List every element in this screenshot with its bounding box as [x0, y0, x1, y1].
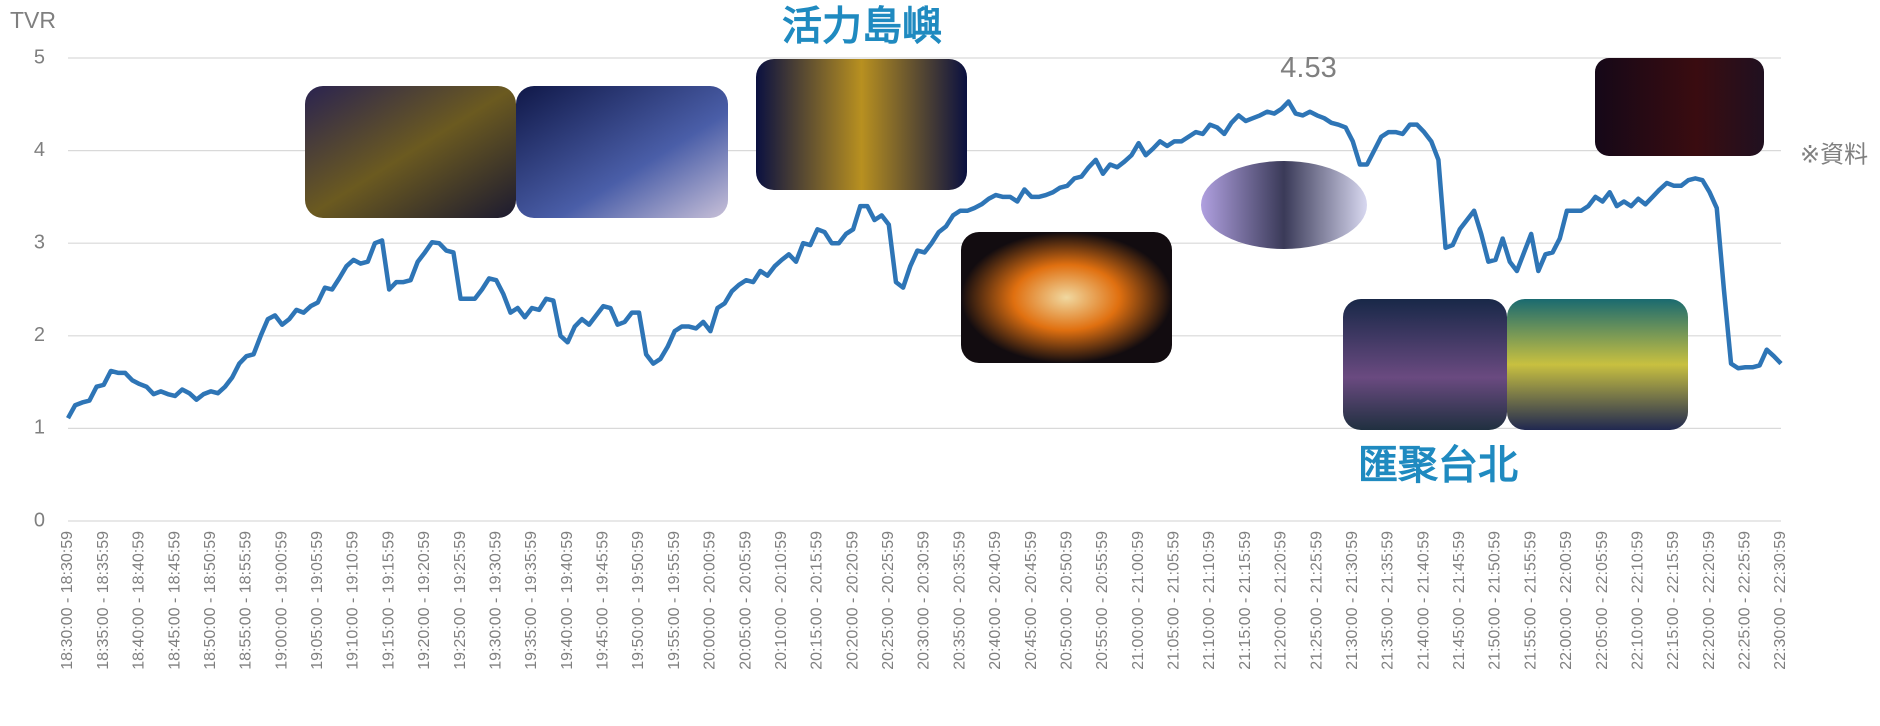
x-tick-label: 21:05:00 - 21:05:59: [1166, 531, 1183, 670]
annotation: 活力島嶼: [782, 5, 942, 49]
x-tick-label: 20:30:00 - 20:30:59: [916, 531, 933, 670]
x-tick-label: 21:20:00 - 21:20:59: [1273, 531, 1290, 670]
y-tick-label: 4: [34, 139, 45, 161]
x-tick-label: 20:05:00 - 20:05:59: [737, 531, 754, 670]
x-tick-label: 19:35:00 - 19:35:59: [523, 531, 540, 670]
x-tick-label: 19:40:00 - 19:40:59: [559, 531, 576, 670]
y-tick-label: 0: [34, 509, 45, 531]
x-tick-label: 20:55:00 - 20:55:59: [1094, 531, 1111, 670]
x-tick-label: 19:20:00 - 19:20:59: [416, 531, 433, 670]
x-tick-label: 18:35:00 - 18:35:59: [95, 531, 112, 670]
y-tick-label: 3: [34, 231, 45, 253]
y-tick-label: 1: [34, 417, 45, 439]
x-tick-label: 20:20:00 - 20:20:59: [844, 531, 861, 670]
x-tick-label: 21:10:00 - 21:10:59: [1201, 531, 1218, 670]
x-tick-label: 20:35:00 - 20:35:59: [951, 531, 968, 670]
annotation: 匯聚台北: [1358, 444, 1518, 488]
photo: [961, 232, 1172, 363]
x-tick-label: 21:15:00 - 21:15:59: [1237, 531, 1254, 670]
x-tick-label: 18:30:00 - 18:30:59: [59, 531, 76, 670]
x-tick-label: 18:50:00 - 18:50:59: [202, 531, 219, 670]
data-line: [66, 99, 1783, 420]
x-tick-label: 21:35:00 - 21:35:59: [1380, 531, 1397, 670]
x-tick-label: 20:45:00 - 20:45:59: [1023, 531, 1040, 670]
x-tick-label: 20:15:00 - 20:15:59: [809, 531, 826, 670]
y-axis-label: TVR: [10, 7, 56, 33]
x-tick-label: 21:55:00 - 21:55:59: [1522, 531, 1539, 670]
x-tick-label: 20:50:00 - 20:50:59: [1058, 531, 1075, 670]
photo: [305, 86, 516, 218]
y-tick-label: 2: [34, 324, 45, 346]
x-tick-label: 22:25:00 - 22:25:59: [1737, 531, 1754, 670]
plot: [66, 99, 1783, 420]
x-tick-label: 21:30:00 - 21:30:59: [1344, 531, 1361, 670]
x-tick-label: 19:00:00 - 19:00:59: [273, 531, 290, 670]
x-tick-label: 21:50:00 - 21:50:59: [1487, 531, 1504, 670]
photo: [1507, 299, 1688, 430]
x-tick-label: 20:10:00 - 20:10:59: [773, 531, 790, 670]
y-tick-label: 5: [34, 46, 45, 68]
note: ※資料: [1800, 141, 1868, 168]
x-tick-label: 21:00:00 - 21:00:59: [1130, 531, 1147, 670]
x-tick-label: 19:25:00 - 19:25:59: [452, 531, 469, 670]
data-label: 4.53: [1280, 52, 1336, 84]
x-tick-label: 18:55:00 - 18:55:59: [238, 531, 255, 670]
x-tick-label: 22:15:00 - 22:15:59: [1665, 531, 1682, 670]
x-tick-label: 20:00:00 - 20:00:59: [702, 531, 719, 670]
photo: [756, 59, 967, 190]
x-tick-label: 19:30:00 - 19:30:59: [487, 531, 504, 670]
x-tick-label: 22:00:00 - 22:00:59: [1558, 531, 1575, 670]
x-tick-label: 21:45:00 - 21:45:59: [1451, 531, 1468, 670]
x-tick-label: 21:25:00 - 21:25:59: [1308, 531, 1325, 670]
x-tick-label: 19:55:00 - 19:55:59: [666, 531, 683, 670]
photo: [1595, 58, 1764, 156]
x-axis: 18:30:00 - 18:30:59 18:35:00 - 18:35:59 18…: [59, 531, 1789, 670]
x-tick-label: 19:05:00 - 19:05:59: [309, 531, 326, 670]
photo: [1201, 161, 1367, 249]
x-tick-label: 22:05:00 - 22:05:59: [1594, 531, 1611, 670]
x-tick-label: 18:45:00 - 18:45:59: [166, 531, 183, 670]
x-tick-label: 20:25:00 - 20:25:59: [880, 531, 897, 670]
x-tick-label: 19:50:00 - 19:50:59: [630, 531, 647, 670]
x-tick-label: 21:40:00 - 21:40:59: [1415, 531, 1432, 670]
x-tick-label: 19:15:00 - 19:15:59: [380, 531, 397, 670]
x-tick-label: 22:10:00 - 22:10:59: [1629, 531, 1646, 670]
x-tick-label: 19:10:00 - 19:10:59: [345, 531, 362, 670]
x-tick-label: 18:40:00 - 18:40:59: [131, 531, 148, 670]
x-tick-label: 20:40:00 - 20:40:59: [987, 531, 1004, 670]
photos: [305, 58, 1764, 430]
x-tick-label: 19:45:00 - 19:45:59: [595, 531, 612, 670]
x-tick-label: 22:30:00 - 22:30:59: [1772, 531, 1789, 670]
photo: [1343, 299, 1507, 430]
x-tick-label: 22:20:00 - 22:20:59: [1701, 531, 1718, 670]
photo: [516, 86, 728, 218]
